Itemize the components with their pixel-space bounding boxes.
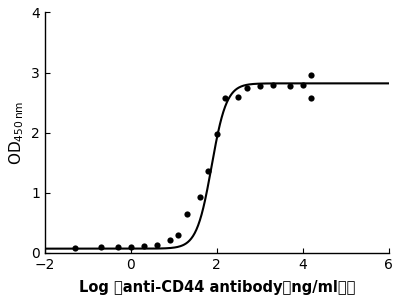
Point [128, 244, 134, 249]
Point [214, 132, 220, 137]
Point [308, 96, 314, 101]
Point [184, 211, 190, 216]
Point [222, 95, 228, 100]
Point [140, 244, 147, 249]
Point [205, 169, 211, 174]
Point [256, 83, 263, 88]
Point [287, 83, 293, 88]
Point [196, 194, 203, 199]
Point [235, 94, 242, 99]
X-axis label: Log （anti-CD44 antibody（ng/ml））: Log （anti-CD44 antibody（ng/ml）） [78, 280, 355, 295]
Point [308, 72, 314, 77]
Point [166, 237, 173, 242]
Y-axis label: OD$_{450\,\mathrm{nm}}$: OD$_{450\,\mathrm{nm}}$ [7, 101, 26, 165]
Point [270, 82, 276, 87]
Point [98, 245, 104, 250]
Point [115, 245, 121, 250]
Point [154, 243, 160, 247]
Point [244, 85, 250, 90]
Point [72, 246, 78, 250]
Point [175, 233, 181, 237]
Point [300, 82, 306, 87]
